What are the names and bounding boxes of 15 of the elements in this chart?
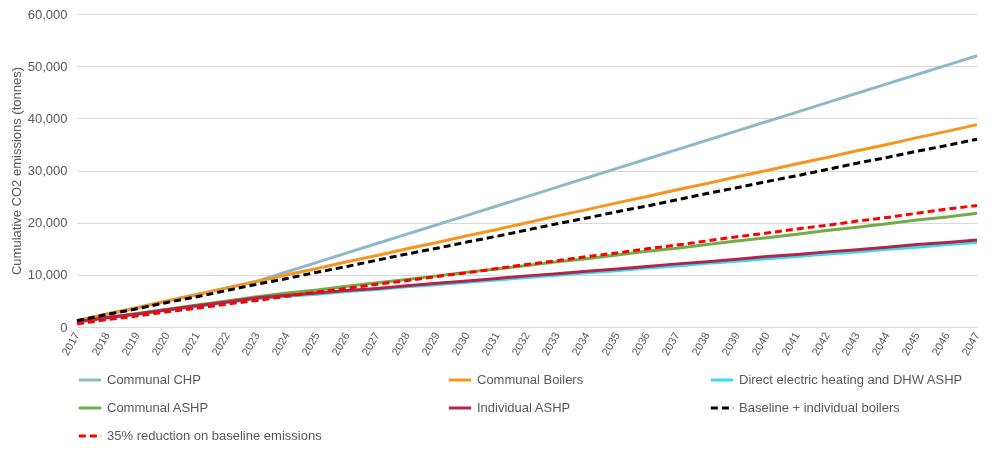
legend-label: Communal CHP (107, 372, 201, 387)
y-tick-label: 50,000 (27, 58, 68, 74)
legend-label: 35% reduction on baseline emissions (107, 428, 323, 443)
y-tick-label: 20,000 (27, 215, 68, 231)
y-tick-label: 10,000 (27, 267, 68, 283)
legend-label: Direct electric heating and DHW ASHP (739, 372, 963, 387)
y-axis-title: Cumulative CO2 emissions (tonnes) (8, 66, 24, 276)
y-tick-label: 40,000 (27, 110, 68, 126)
legend-label: Communal Boilers (477, 372, 584, 387)
y-tick-label: 60,000 (27, 6, 68, 22)
legend-label: Individual ASHP (477, 400, 571, 415)
legend-label: Communal ASHP (107, 400, 209, 415)
y-tick-label: 0 (60, 319, 68, 335)
legend-label: Baseline + individual boilers (739, 400, 901, 415)
y-tick-label: 30,000 (27, 163, 68, 178)
